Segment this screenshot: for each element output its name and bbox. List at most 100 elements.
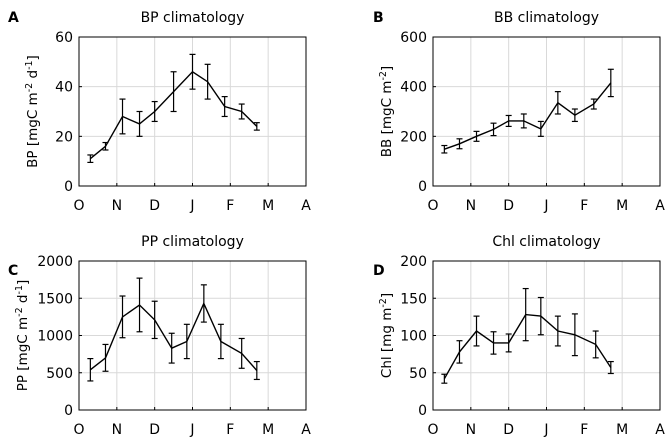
error-bar <box>170 71 177 113</box>
chart-title: Chl climatology <box>492 234 600 250</box>
error-bar <box>607 360 614 375</box>
x-tick-label: M <box>616 422 628 438</box>
y-tick-label: 0 <box>64 403 73 419</box>
error-bar <box>253 360 260 381</box>
x-tick-label: O <box>73 198 84 214</box>
error-bar <box>253 122 260 131</box>
chart-panel-d: D Chl climatology O N D J F M A 0 50 100 150 200 Chl [… <box>373 234 665 438</box>
y-tick-label: 200 <box>400 129 427 145</box>
error-bar <box>505 114 512 128</box>
y-tick-label: 60 <box>55 30 73 46</box>
x-tick-label: O <box>427 198 438 214</box>
chart-title: BP climatology <box>141 10 245 26</box>
panel-letter: A <box>8 10 19 26</box>
error-bar <box>221 95 228 118</box>
error-bar <box>136 110 143 137</box>
x-tick-label: D <box>149 422 160 438</box>
error-bar <box>238 337 245 369</box>
y-tick-label: 20 <box>55 129 73 145</box>
x-tick-label: O <box>427 422 438 438</box>
x-tick-label: O <box>73 422 84 438</box>
error-bar <box>102 343 109 372</box>
y-axis-label: PP [mgC m-2 d-1] <box>14 280 31 392</box>
error-bar <box>537 120 544 137</box>
chart-panel-a: A BP climatology O N D J F M A 0 20 40 60 BP [mgC m-2… <box>8 10 311 214</box>
y-tick-label: 40 <box>55 80 73 96</box>
error-bar <box>490 331 497 355</box>
y-tick-label: 1000 <box>37 329 73 345</box>
x-tick-label: N <box>466 422 476 438</box>
x-tick-label: M <box>616 198 628 214</box>
y-tick-label: 0 <box>418 179 427 195</box>
x-tick-label: M <box>262 422 274 438</box>
y-tick-label: 600 <box>400 30 427 46</box>
error-bar <box>592 330 599 359</box>
chart-title: BB climatology <box>494 10 599 26</box>
y-tick-label: 400 <box>400 80 427 96</box>
y-tick-label: 100 <box>400 329 427 345</box>
error-bar <box>441 373 448 384</box>
panel-letter: D <box>373 263 385 279</box>
panel-letter: C <box>8 263 18 279</box>
error-bar <box>590 98 597 110</box>
error-bar <box>189 53 196 90</box>
chart-panel-c: C PP climatology O N D J F M A 0 500 1000 1500 2000 PP… <box>8 234 311 438</box>
x-tick-label: N <box>112 422 122 438</box>
x-tick-label: J <box>189 198 194 214</box>
error-bar <box>537 296 544 336</box>
error-bar <box>217 323 224 360</box>
error-bar <box>200 284 207 323</box>
y-tick-label: 150 <box>400 291 427 307</box>
error-bar <box>87 357 94 382</box>
y-tick-label: 500 <box>46 366 73 382</box>
error-bar <box>151 300 158 340</box>
error-bar <box>136 277 143 333</box>
x-tick-label: D <box>503 198 514 214</box>
x-tick-label: F <box>226 198 234 214</box>
x-tick-label: A <box>655 198 665 214</box>
x-tick-label: N <box>466 198 476 214</box>
x-tick-label: D <box>149 198 160 214</box>
x-tick-label: A <box>655 422 665 438</box>
x-tick-label: A <box>301 422 311 438</box>
error-bar <box>554 91 561 115</box>
error-bar <box>473 315 480 347</box>
y-tick-label: 50 <box>409 366 427 382</box>
error-bar <box>554 315 561 347</box>
x-tick-label: F <box>226 422 234 438</box>
series-line <box>443 313 612 380</box>
x-tick-label: F <box>580 422 588 438</box>
y-axis-label: BP [mgC m-2 d-1] <box>24 55 41 168</box>
error-bar <box>441 144 448 154</box>
error-bar <box>505 333 512 353</box>
y-axis-label: Chl [mg m-2] <box>378 293 395 378</box>
error-bar <box>168 332 175 364</box>
error-bar <box>522 287 529 342</box>
y-tick-label: 2000 <box>37 254 73 270</box>
error-bar <box>151 100 158 123</box>
x-tick-label: A <box>301 198 311 214</box>
error-bar <box>607 68 614 98</box>
error-bar <box>571 108 578 123</box>
panel-letter: B <box>373 10 384 26</box>
error-bar <box>490 122 497 137</box>
error-bar <box>520 113 527 129</box>
error-bar <box>102 141 109 151</box>
error-bar <box>238 103 245 120</box>
error-bar <box>183 323 190 360</box>
chart-panel-b: B BB climatology O N D J F M A 0 200 400 600 BB [mgC … <box>373 10 665 214</box>
x-tick-label: N <box>112 198 122 214</box>
y-tick-label: 200 <box>400 254 427 270</box>
y-axis-label: BB [mgC m-2] <box>378 66 395 157</box>
x-tick-label: J <box>189 422 194 438</box>
error-bar <box>473 130 480 142</box>
y-tick-label: 0 <box>418 403 427 419</box>
x-tick-label: J <box>543 198 548 214</box>
error-bar <box>87 154 94 164</box>
x-tick-label: D <box>503 422 514 438</box>
x-tick-label: J <box>543 422 548 438</box>
error-bar <box>571 313 578 357</box>
chart-title: PP climatology <box>141 234 244 250</box>
y-tick-label: 0 <box>64 179 73 195</box>
